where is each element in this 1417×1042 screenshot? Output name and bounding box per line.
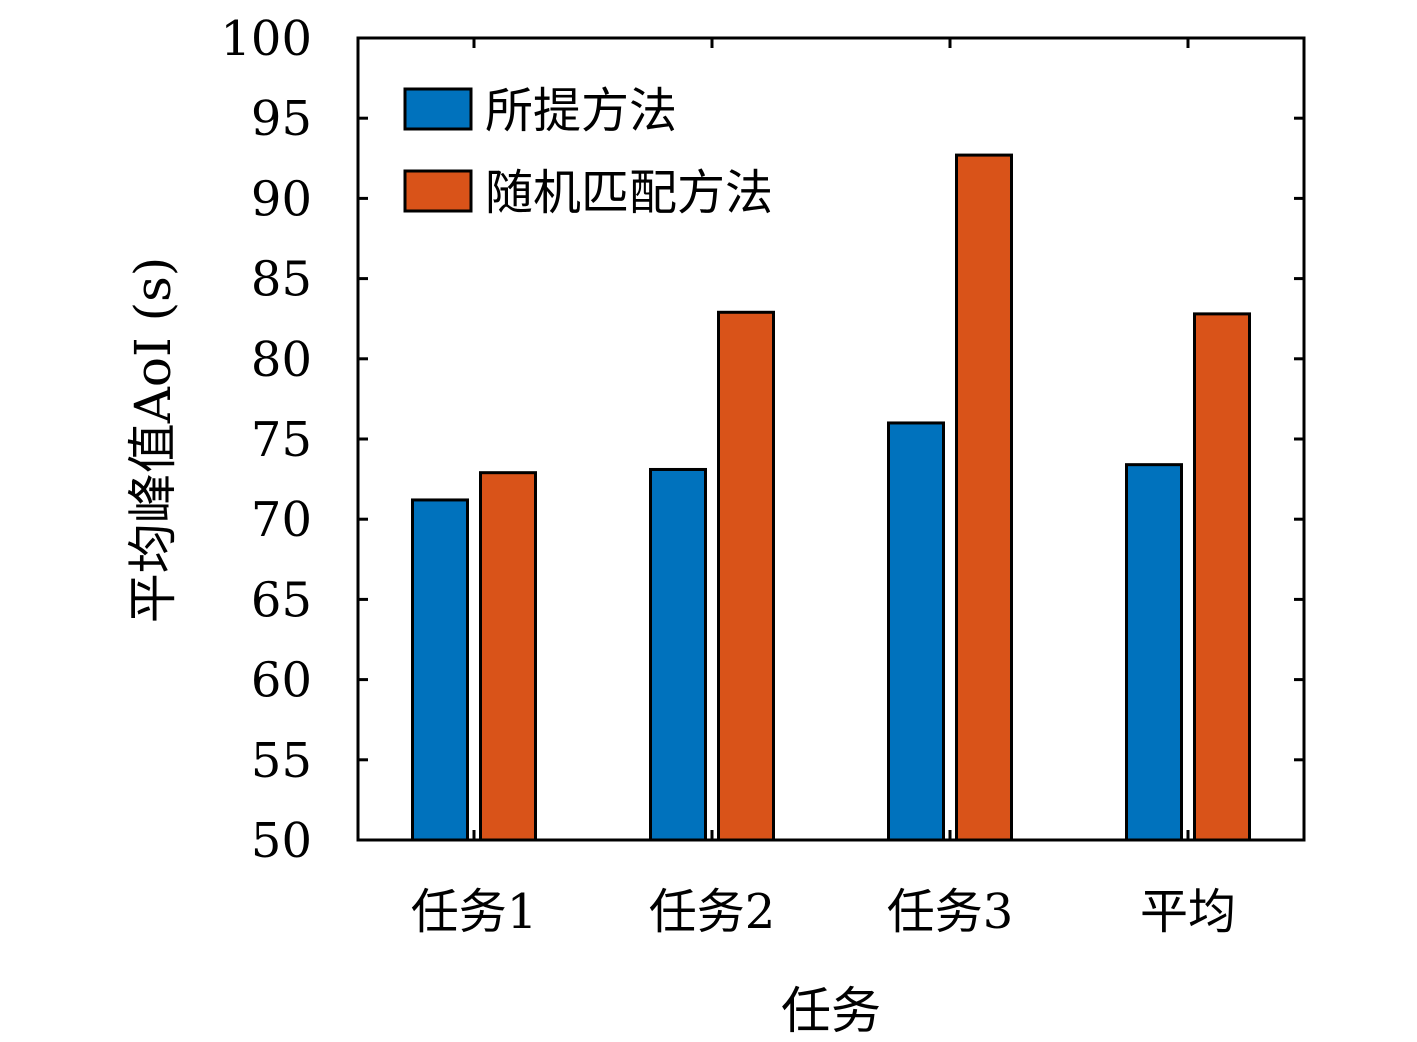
y-tick-label: 65	[251, 572, 312, 628]
x-tick-label: 平均	[1140, 884, 1236, 940]
x-tick-label: 任务1	[411, 884, 538, 940]
legend-label-series-1: 所提方法	[485, 83, 677, 139]
y-tick-label: 75	[251, 412, 312, 468]
y-tick-label: 50	[251, 813, 312, 869]
x-tick-labels: 任务1 任务2 任务3 平均	[411, 884, 1236, 940]
y-tick-label: 70	[251, 492, 312, 548]
bar-series-2-1	[479, 471, 537, 842]
plot-frame	[356, 36, 1306, 842]
bar-series-2-4	[1193, 312, 1251, 842]
x-tick-label: 任务2	[649, 884, 776, 940]
axis-ticks-group	[358, 36, 1304, 842]
y-axis-title: 平均峰值AoI (s)	[124, 257, 182, 624]
y-tick-labels: 50 55 60 65 70 75 80 85 90 95 100	[220, 11, 312, 869]
y-tick-label: 80	[251, 332, 312, 388]
legend-swatch-series-2	[403, 169, 473, 213]
y-tick-label: 90	[251, 171, 312, 227]
bar-series-1-3	[887, 421, 945, 842]
bar-series-1-2	[649, 467, 707, 842]
y-tick-label: 100	[220, 11, 312, 67]
bar-series-2-3	[955, 153, 1013, 842]
legend-label-series-2: 随机匹配方法	[485, 165, 773, 221]
y-tick-label: 95	[251, 91, 312, 147]
bar-series-1-4	[1125, 463, 1183, 842]
x-axis-title: 任务	[781, 982, 881, 1040]
bars-group	[411, 153, 1251, 842]
legend: 所提方法 随机匹配方法	[403, 83, 773, 221]
x-tick-label: 任务3	[887, 884, 1014, 940]
y-tick-label: 55	[251, 733, 312, 789]
y-tick-label: 60	[251, 653, 312, 709]
bar-series-1-1	[411, 498, 469, 842]
y-tick-label: 85	[251, 252, 312, 308]
legend-swatch-series-1	[403, 87, 473, 131]
bar-series-2-2	[717, 310, 775, 842]
